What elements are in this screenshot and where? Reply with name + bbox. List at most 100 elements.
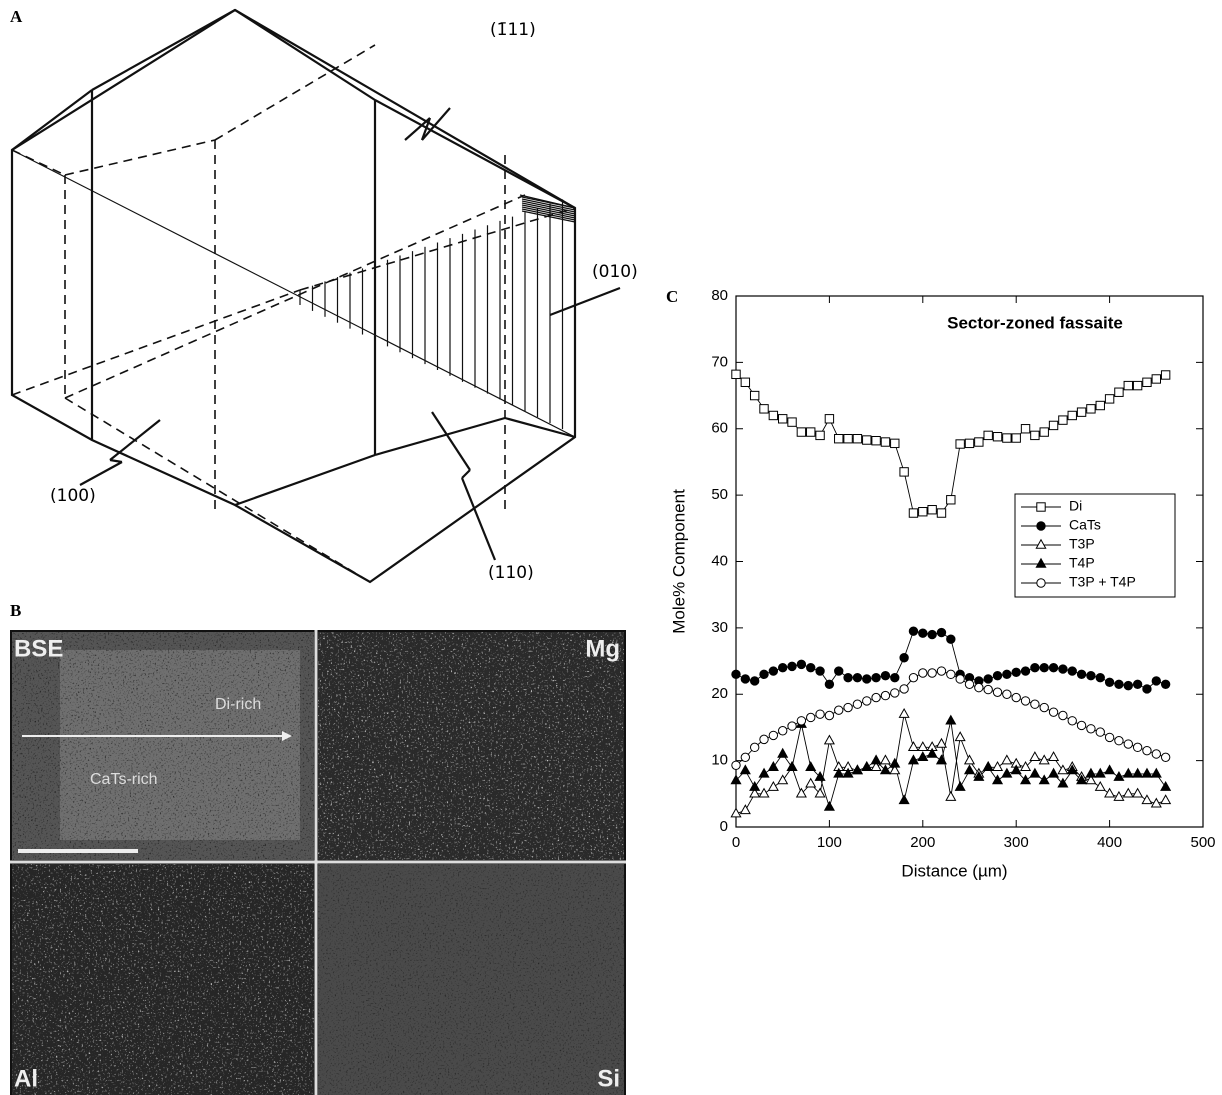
data-point [937,667,945,675]
data-point [825,680,833,688]
data-point [984,431,992,439]
data-point [1021,425,1029,433]
data-point [937,628,945,636]
data-point [835,667,843,675]
panel-label: B [10,601,21,620]
data-point [993,671,1001,679]
x-tick-label: 200 [910,834,935,851]
data-point [825,802,834,810]
data-point [1021,697,1029,705]
x-tick-label: 500 [1190,834,1215,851]
data-point [1115,680,1123,688]
data-point [1059,665,1067,673]
x-tick-label: 0 [732,834,740,851]
data-point [1152,375,1160,383]
data-point [956,675,964,683]
data-point [816,667,824,675]
data-point [1031,700,1039,708]
data-point [955,782,964,790]
data-point [937,739,946,747]
data-point [984,685,992,693]
data-point [919,629,927,637]
y-tick-label: 10 [711,752,728,769]
data-point [1002,755,1011,763]
x-tick-label: 300 [1004,834,1029,851]
data-point [946,792,955,800]
data-point [1030,769,1039,777]
data-point [1068,667,1076,675]
data-point [863,675,871,683]
data-point [918,742,927,750]
data-point [769,411,777,419]
data-point [1068,717,1076,725]
data-point [891,673,899,681]
data-point [872,693,880,701]
figure: A (1̄11) (010) (100) (110) B [0,0,1222,1095]
data-point [741,805,750,813]
y-tick-label: 50 [711,486,728,503]
data-point [741,753,749,761]
data-point [891,689,899,697]
data-point [806,762,815,770]
data-point [741,675,749,683]
map-label: Mg [585,635,620,662]
data-point [1096,401,1104,409]
crystal-diagram [12,10,620,582]
map-annotation: Di-rich [215,696,261,713]
data-point [1087,671,1095,679]
face-label: (110) [488,563,534,583]
data-point [1003,434,1011,442]
data-point [779,727,787,735]
data-point [807,713,815,721]
data-point [919,669,927,677]
y-tick-label: 30 [711,619,728,636]
data-point [899,795,908,803]
y-tick-label: 40 [711,552,728,569]
data-point [1161,795,1170,803]
data-point [928,669,936,677]
y-axis-label: Mole% Component [669,489,688,634]
data-point [947,635,955,643]
data-point [1142,795,1151,803]
data-point [788,722,796,730]
data-point [853,673,861,681]
panel-label: C [666,287,678,306]
data-point [750,677,758,685]
data-point [1059,711,1067,719]
data-point [1068,411,1076,419]
y-tick-label: 80 [711,287,728,304]
data-point [825,711,833,719]
data-point [937,755,946,763]
data-point [853,435,861,443]
y-tick-label: 70 [711,353,728,370]
data-point [760,405,768,413]
data-point [863,697,871,705]
element-maps [10,630,626,1095]
data-point [909,509,917,517]
data-point [1133,680,1141,688]
data-point [1040,703,1048,711]
data-point [965,680,973,688]
data-point [769,667,777,675]
data-point [1040,664,1048,672]
data-point [825,415,833,423]
data-point [1021,667,1029,675]
data-point [788,662,796,670]
data-point [909,627,917,635]
data-point [1077,408,1085,416]
data-point [1161,371,1169,379]
data-point [928,506,936,514]
chart-title: Sector-zoned fassaite [947,313,1123,332]
x-axis-label: Distance (µm) [901,861,1007,880]
data-point [1143,746,1151,754]
data-point [937,509,945,517]
data-point [760,670,768,678]
data-point [928,630,936,638]
data-point [1077,670,1085,678]
data-point [825,736,834,744]
data-point [741,765,750,773]
data-point [946,716,955,724]
data-point [1012,668,1020,676]
data-point [890,759,899,767]
data-point [1087,405,1095,413]
